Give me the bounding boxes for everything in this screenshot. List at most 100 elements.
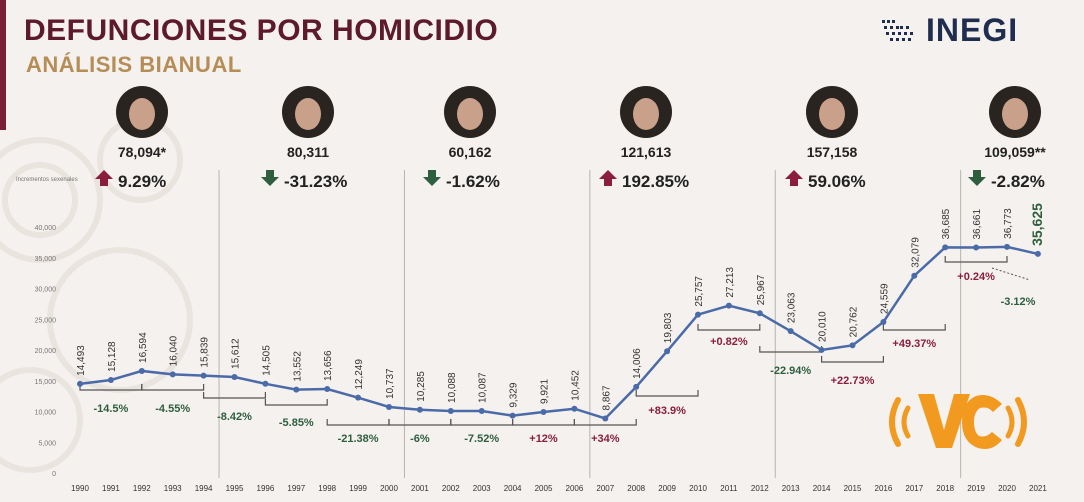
x-tick-label: 2020 bbox=[998, 484, 1016, 493]
period-change: -1.62% bbox=[446, 172, 500, 191]
x-tick-label: 2015 bbox=[844, 484, 862, 493]
x-tick-label: 2002 bbox=[442, 484, 460, 493]
data-point bbox=[911, 272, 918, 279]
data-label: 14,505 bbox=[261, 345, 272, 376]
data-point bbox=[725, 302, 732, 309]
page-subtitle: ANÁLISIS BIANUAL bbox=[26, 52, 242, 77]
data-label: 35,625 bbox=[1029, 203, 1045, 246]
data-label: 24,559 bbox=[879, 283, 890, 314]
change-bracket bbox=[882, 324, 946, 331]
data-point bbox=[478, 407, 485, 414]
x-tick-label: 2011 bbox=[720, 484, 738, 493]
x-tick-label: 1997 bbox=[287, 484, 305, 493]
change-bracket bbox=[697, 324, 761, 331]
y-tick-label: 35,000 bbox=[35, 256, 57, 263]
data-point bbox=[602, 415, 609, 422]
x-tick-label: 1994 bbox=[195, 484, 213, 493]
change-bracket bbox=[203, 392, 266, 399]
x-tick-label: 1996 bbox=[257, 484, 275, 493]
data-point bbox=[695, 311, 701, 318]
president-photo bbox=[989, 86, 1041, 138]
y-axis-caption: Incrementos sexenales bbox=[16, 177, 78, 183]
change-bracket bbox=[991, 267, 1031, 281]
data-point bbox=[324, 386, 331, 393]
data-point bbox=[756, 310, 763, 317]
change-bracket bbox=[635, 390, 699, 397]
x-tick-label: 2007 bbox=[596, 484, 614, 493]
biannual-change-label: +34% bbox=[591, 433, 620, 445]
change-bracket bbox=[944, 256, 1008, 263]
period-total: 121,613 bbox=[621, 144, 672, 160]
vc-logo bbox=[889, 394, 1027, 449]
x-tick-label: 2004 bbox=[504, 484, 522, 493]
data-label: 36,685 bbox=[941, 208, 952, 239]
biannual-change-label: -8.42% bbox=[217, 411, 252, 423]
change-bracket bbox=[326, 419, 390, 426]
data-point bbox=[355, 394, 362, 401]
data-label: 16,594 bbox=[138, 332, 149, 363]
data-point bbox=[664, 348, 671, 355]
accent-bar bbox=[0, 0, 6, 130]
x-tick-label: 2008 bbox=[627, 484, 645, 493]
x-tick-label: 1991 bbox=[102, 484, 120, 493]
data-label: 8,867 bbox=[601, 385, 612, 410]
inegi-logo-text: INEGI bbox=[926, 12, 1019, 48]
data-point bbox=[386, 403, 392, 410]
page-title: DEFUNCIONES POR HOMICIDIO bbox=[24, 14, 499, 47]
x-tick-label: 2016 bbox=[875, 484, 893, 493]
data-label: 12,249 bbox=[354, 359, 365, 390]
data-point bbox=[880, 318, 887, 325]
biannual-change-label: -3.12% bbox=[1001, 296, 1036, 308]
data-label: 20,762 bbox=[849, 306, 860, 337]
data-label: 36,661 bbox=[972, 209, 983, 240]
x-tick-label: 2003 bbox=[473, 484, 491, 493]
x-tick-label: 2010 bbox=[689, 484, 707, 493]
x-tick-label: 2006 bbox=[566, 484, 584, 493]
x-tick-label: 2021 bbox=[1029, 484, 1047, 493]
inegi-mark-icon bbox=[882, 19, 913, 41]
data-point bbox=[973, 244, 980, 251]
x-tick-label: 2017 bbox=[905, 484, 923, 493]
arrow-up-icon bbox=[95, 170, 113, 186]
data-label: 14,006 bbox=[632, 348, 643, 379]
data-point bbox=[262, 380, 269, 387]
data-label: 25,757 bbox=[694, 276, 705, 307]
arrow-down-icon bbox=[261, 170, 279, 186]
biannual-change-label: +22.73% bbox=[831, 375, 875, 387]
biannual-change-label: +49.37% bbox=[892, 338, 936, 350]
data-point bbox=[169, 371, 176, 378]
president-photo bbox=[282, 86, 334, 138]
x-tick-label: 2014 bbox=[813, 484, 831, 493]
biannual-change-label: +12% bbox=[529, 433, 558, 445]
data-label: 16,040 bbox=[169, 335, 180, 366]
biannual-change-label: -6% bbox=[410, 433, 430, 445]
change-bracket bbox=[821, 356, 884, 363]
x-tick-label: 1992 bbox=[133, 484, 151, 493]
data-label: 27,213 bbox=[725, 267, 736, 298]
data-point bbox=[633, 383, 640, 390]
change-bracket bbox=[759, 346, 823, 353]
inegi-logo: INEGI bbox=[882, 12, 1018, 49]
data-label: 10,737 bbox=[385, 368, 396, 399]
x-tick-label: 1990 bbox=[71, 484, 89, 493]
period-change: 59.06% bbox=[808, 172, 866, 191]
data-label: 32,079 bbox=[910, 237, 921, 268]
data-point bbox=[787, 328, 794, 335]
data-point bbox=[509, 412, 516, 419]
data-label: 13,656 bbox=[323, 350, 334, 381]
data-point bbox=[1034, 250, 1041, 257]
period-change: 9.29% bbox=[118, 172, 166, 191]
period-total: 80,311 bbox=[287, 144, 329, 160]
president-photo bbox=[620, 86, 672, 138]
data-point bbox=[200, 372, 207, 379]
change-bracket bbox=[512, 419, 575, 426]
data-label: 9,921 bbox=[540, 379, 551, 404]
change-bracket bbox=[141, 384, 205, 391]
x-tick-label: 1993 bbox=[164, 484, 182, 493]
data-point bbox=[571, 405, 578, 412]
data-label: 14,493 bbox=[76, 345, 87, 376]
biannual-change-label: -4.55% bbox=[155, 403, 190, 415]
change-bracket bbox=[79, 384, 143, 391]
period-total: 78,094* bbox=[118, 144, 167, 160]
